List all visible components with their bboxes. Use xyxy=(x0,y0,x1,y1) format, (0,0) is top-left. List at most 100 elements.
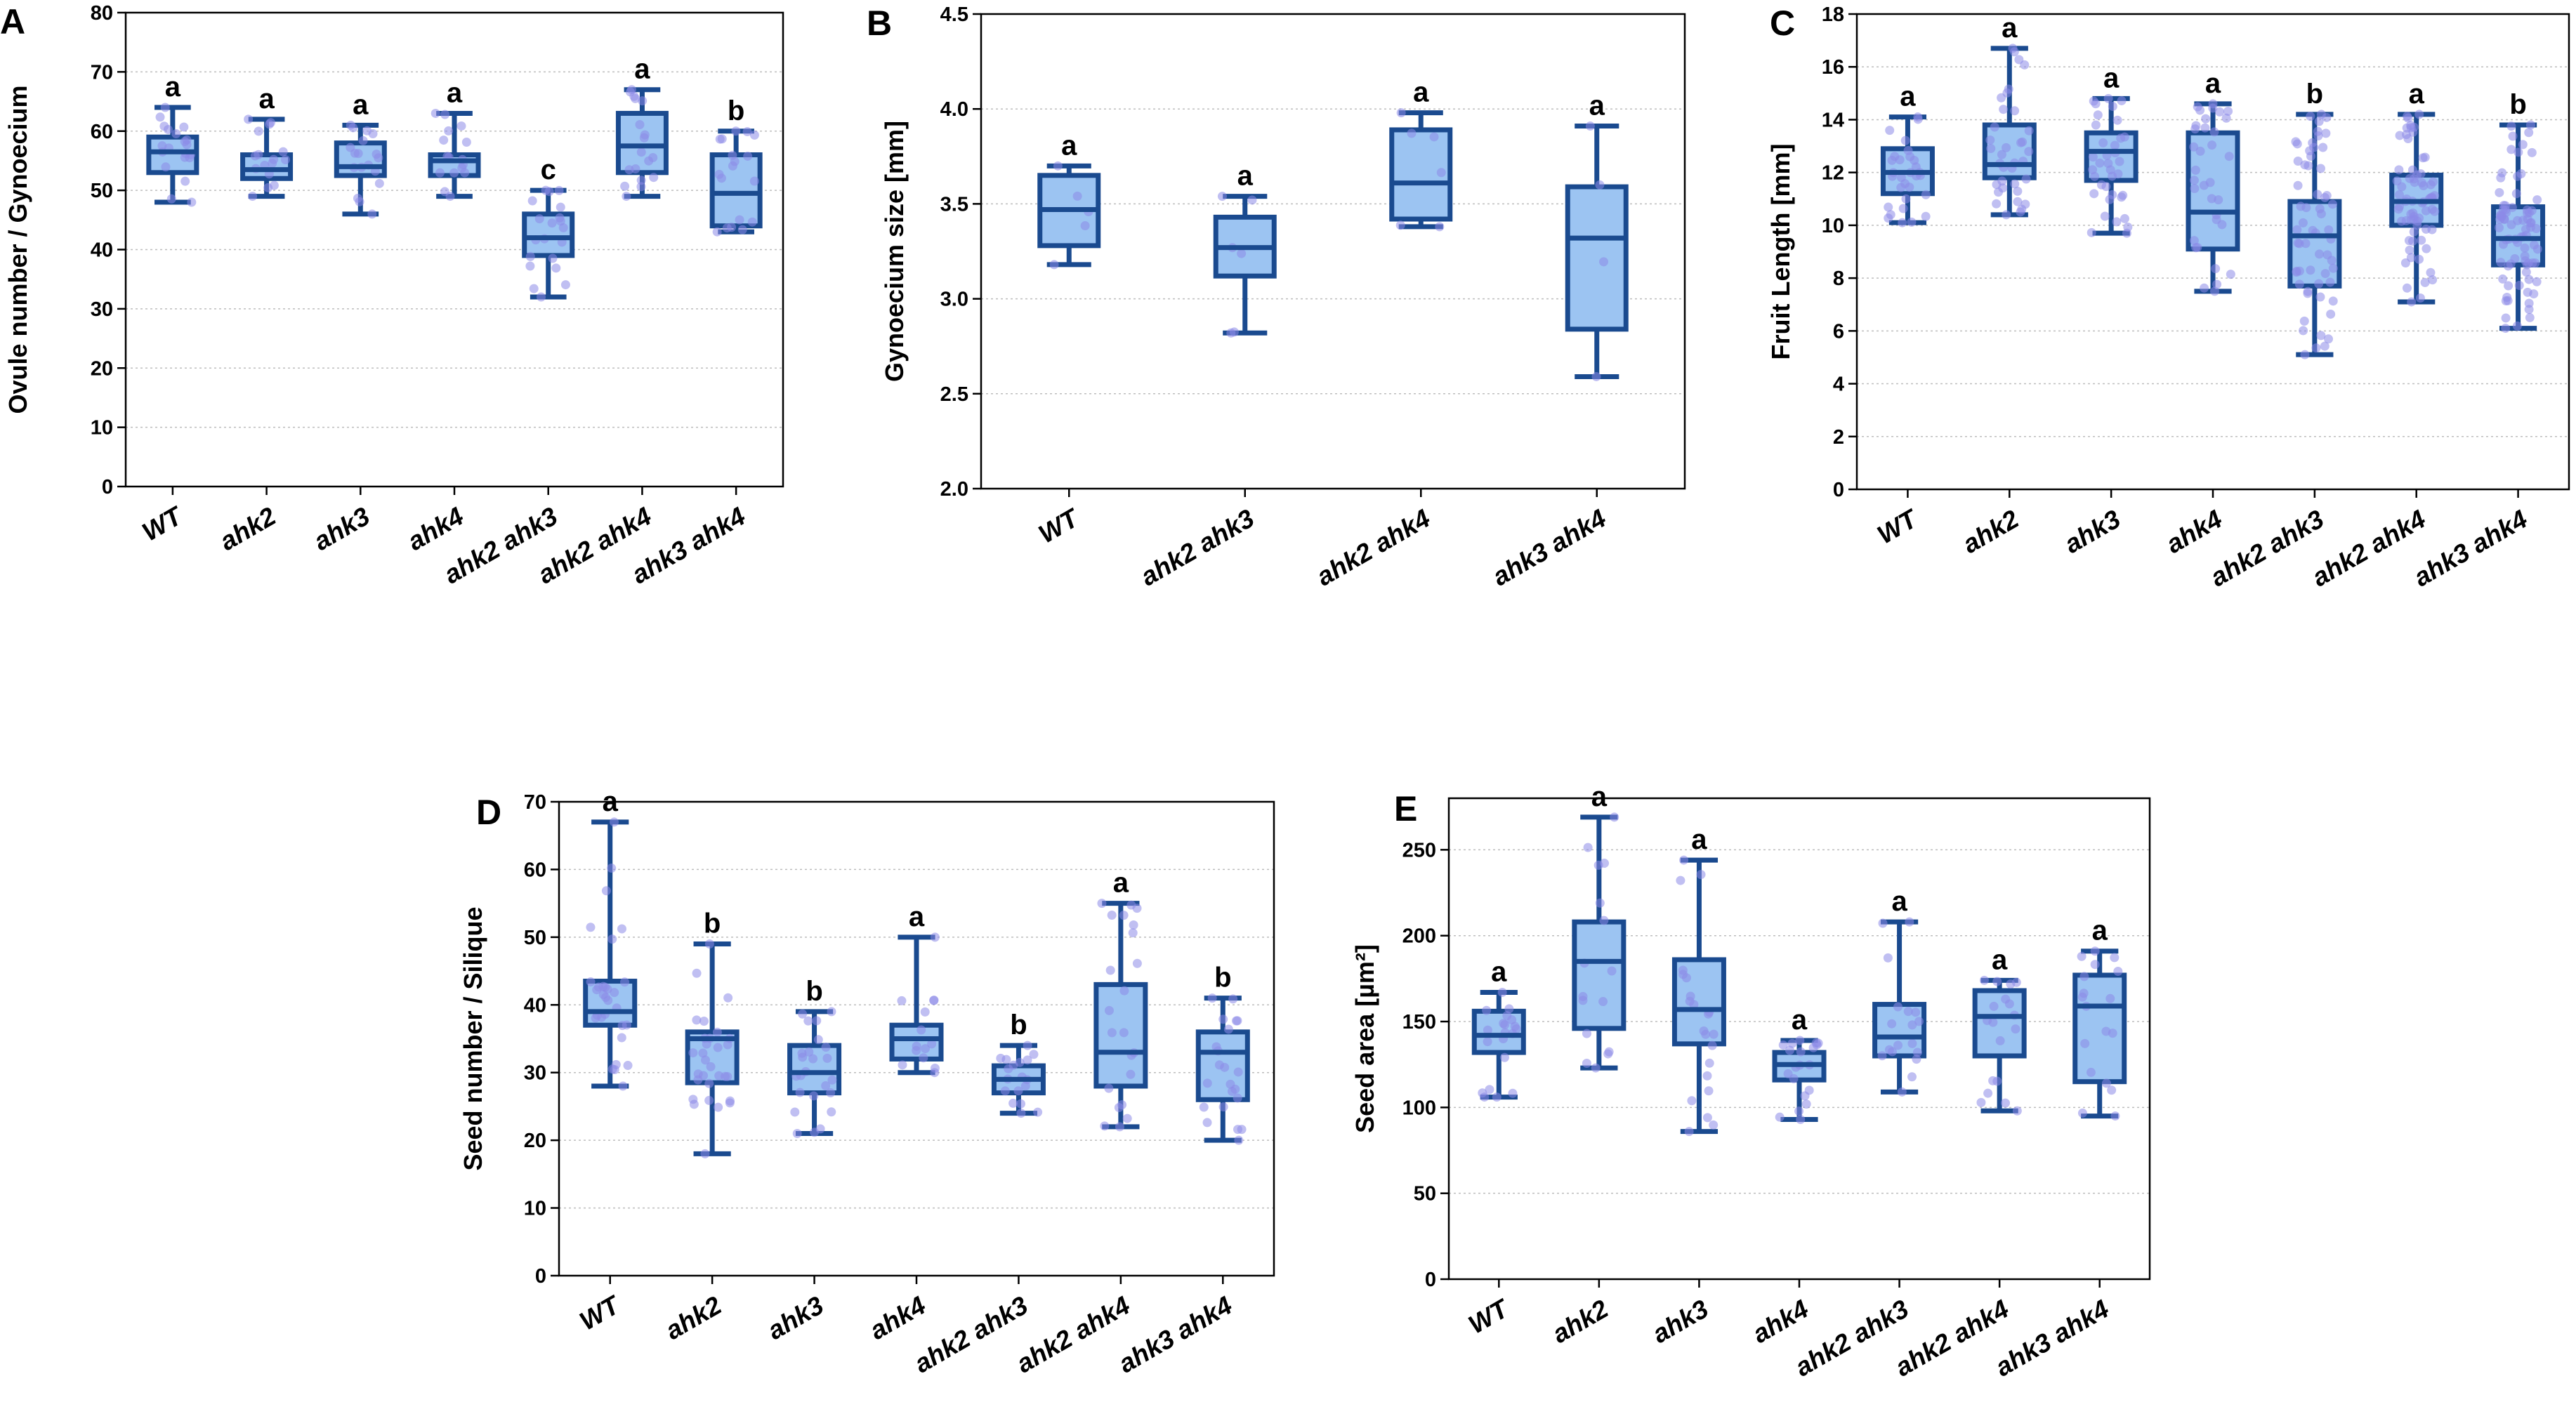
panel-b-ytick-label: 2.5 xyxy=(940,383,968,406)
panel-c-point-wt xyxy=(1900,136,1910,145)
panel-d-point-ahk2-ahk3 xyxy=(1015,1057,1025,1067)
panel-e-point-ahk3 xyxy=(1704,1086,1714,1096)
panel-e-point-ahk2-ahk3 xyxy=(1887,1019,1897,1029)
panel-a-box-ahk2-ahk4 xyxy=(615,85,669,201)
panel-e-point-wt xyxy=(1499,1052,1509,1062)
panel-e-letter: E xyxy=(1394,789,1417,828)
panel-e-point-ahk4 xyxy=(1813,1038,1823,1048)
panel-a-point-ahk3-ahk4 xyxy=(731,126,741,136)
panel-a-box-ahk4 xyxy=(428,108,481,201)
panel-d-point-ahk2 xyxy=(721,1071,730,1081)
panel-c-point-ahk4 xyxy=(2190,184,2200,194)
panel-c-point-ahk2-ahk3 xyxy=(2294,279,2304,289)
panel-c-point-ahk2 xyxy=(2004,84,2013,94)
panel-e-point-wt xyxy=(1497,987,1507,997)
panel-c-point-ahk4 xyxy=(2193,102,2202,112)
panel-b-box-wt xyxy=(1037,161,1101,270)
panel-c-point-ahk3 xyxy=(2112,217,2122,227)
panel-d-point-ahk3-ahk4 xyxy=(1230,1084,1240,1094)
panel-c-point-ahk3 xyxy=(2105,165,2115,175)
panel-a-point-ahk2-ahk3 xyxy=(551,263,561,273)
panel-d-point-ahk3-ahk4 xyxy=(1218,1014,1228,1024)
panel-e-ytick-label: 150 xyxy=(1402,1011,1436,1033)
panel-e-point-ahk2 xyxy=(1583,842,1593,852)
panel-d-point-ahk2 xyxy=(692,968,702,978)
panel-d-point-ahk2-ahk4 xyxy=(1115,1122,1124,1132)
panel-e-point-ahk2-ahk3 xyxy=(1893,1002,1903,1012)
panel-a-box-ahk3 xyxy=(334,120,387,219)
panel-c-box-ahk4 xyxy=(2186,99,2240,296)
panel-c-point-ahk3 xyxy=(2100,211,2110,221)
panel-a-point-ahk2-ahk3 xyxy=(560,280,570,290)
panel-c-point-ahk3-ahk4 xyxy=(2498,274,2508,284)
panel-e-point-ahk4 xyxy=(1778,1040,1788,1050)
panel-a-ytick-label: 40 xyxy=(91,239,113,262)
panel-d-point-ahk2-ahk4 xyxy=(1119,1028,1129,1038)
panel-c-point-ahk2-ahk3 xyxy=(2316,209,2326,219)
panel-c-sig-letter-ahk3-ahk4: b xyxy=(2509,89,2526,120)
panel-e-point-ahk2-ahk4 xyxy=(1976,1097,1986,1107)
panel-d-ytick-label: 20 xyxy=(524,1130,546,1152)
panel-d-point-ahk2 xyxy=(714,1102,723,1112)
panel-d-point-ahk4 xyxy=(916,1025,926,1035)
panel-d-point-ahk3-ahk4 xyxy=(1228,994,1238,1004)
panel-d-ylabel: Seed number / Silique xyxy=(459,906,487,1170)
panel-c-point-ahk2-ahk4 xyxy=(2402,283,2412,293)
panel-c-point-ahk4 xyxy=(2189,236,2199,246)
panel-c-point-ahk2-ahk3 xyxy=(2318,143,2328,152)
panel-a-point-ahk3-ahk4 xyxy=(743,151,753,161)
panel-c-point-ahk3 xyxy=(2101,182,2111,192)
panel-c-point-ahk2-ahk3 xyxy=(2300,350,2310,359)
panel-c-point-ahk3-ahk4 xyxy=(2508,131,2518,141)
panel-a-xtick-label-wt: WT xyxy=(138,501,189,547)
panel-c-point-ahk2 xyxy=(1992,180,2002,190)
panel-c-ytick-label: 2 xyxy=(1833,426,1844,449)
panel-c-point-ahk2-ahk3 xyxy=(2325,277,2335,287)
panel-e-point-ahk2-ahk3 xyxy=(1912,1055,1921,1064)
panel-a-point-ahk3-ahk4 xyxy=(714,169,724,179)
panel-c-point-ahk2-ahk4 xyxy=(2392,176,2402,186)
panel-b-box-ahk2-ahk3 xyxy=(1213,192,1277,338)
panel-d-point-ahk2-ahk3 xyxy=(1016,1109,1026,1118)
panel-c-point-ahk4 xyxy=(2215,107,2225,117)
panel-c-point-ahk2-ahk3 xyxy=(2314,279,2324,289)
panel-a-point-ahk2-ahk3 xyxy=(554,185,564,195)
panel-c-point-ahk2-ahk3 xyxy=(2306,265,2315,275)
panel-c-point-ahk4 xyxy=(2212,279,2222,289)
panel-d-point-ahk4 xyxy=(921,1044,931,1054)
panel-e-box-ahk3 xyxy=(1671,855,1726,1137)
panel-c-sig-letter-ahk2-ahk3: b xyxy=(2306,79,2323,110)
panel-a-point-ahk4 xyxy=(435,168,445,178)
panel-c-point-ahk2-ahk4 xyxy=(2428,275,2438,285)
panel-a-point-ahk4 xyxy=(449,168,459,178)
panel-d-sig-letter-ahk4: a xyxy=(909,901,925,932)
panel-c-sig-letter-ahk3: a xyxy=(2103,62,2120,93)
panel-c-point-ahk2-ahk4 xyxy=(2417,235,2426,245)
panel-d-point-ahk3 xyxy=(804,1047,814,1057)
panel-c-point-ahk2-ahk3 xyxy=(2292,225,2302,234)
panel-e-point-ahk4 xyxy=(1795,1036,1805,1045)
panel-a-point-ahk2-ahk3 xyxy=(547,218,557,228)
panel-b-point-ahk3-ahk4 xyxy=(1599,257,1609,267)
panel-c-point-ahk4 xyxy=(2208,103,2218,113)
panel-c-point-ahk4 xyxy=(2191,243,2201,253)
panel-c-point-ahk2-ahk3 xyxy=(2313,190,2322,199)
panel-a-point-ahk4 xyxy=(457,163,467,173)
panel-d-iqr-ahk3 xyxy=(787,1043,842,1096)
panel-c-point-ahk2 xyxy=(2013,197,2023,206)
panel-c-point-ahk2-ahk4 xyxy=(2414,254,2424,264)
panel-e-point-ahk3 xyxy=(1702,1071,1712,1080)
panel-c-point-ahk3-ahk4 xyxy=(2506,259,2516,269)
panel-a-point-ahk2 xyxy=(244,114,254,124)
panel-c-point-ahk3-ahk4 xyxy=(2512,321,2522,331)
panel-e-xtick-label-ahk2-ahk4: ahk2 ahk4 xyxy=(1891,1294,2013,1382)
panel-d-point-ahk2 xyxy=(699,1016,709,1026)
panel-e-point-wt xyxy=(1480,1092,1490,1102)
panel-a-point-wt xyxy=(155,112,165,122)
panel-c-point-ahk3-ahk4 xyxy=(2525,312,2535,322)
panel-c-box-wt xyxy=(1880,112,1935,227)
panel-a-sig-letter-ahk2-ahk3: c xyxy=(541,154,556,185)
panel-d-point-wt xyxy=(591,1013,600,1023)
panel-d-point-wt xyxy=(601,993,611,1003)
panel-c-point-ahk2 xyxy=(2021,174,2031,184)
